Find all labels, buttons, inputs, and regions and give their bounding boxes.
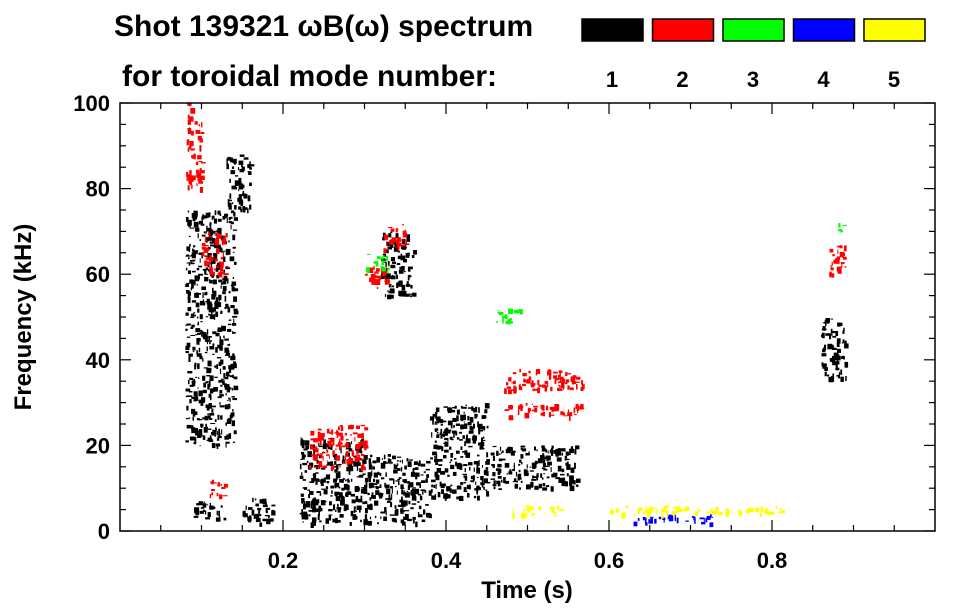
legend-label-5: 5 [888, 67, 900, 92]
mode-2-region-9 [829, 245, 847, 278]
mode-1-region-3 [193, 501, 227, 522]
mode-2-region-2 [201, 231, 229, 278]
y-tick-label: 100 [73, 91, 110, 116]
y-tick-label: 60 [86, 262, 110, 287]
mode-1-region-2 [226, 154, 255, 214]
mode-2-region-4 [309, 424, 369, 472]
mode-5-region-1 [512, 505, 564, 519]
mode-2-region-1 [186, 103, 206, 193]
chart-title: Shot 139321 ωB(ω) spectrum [114, 10, 533, 43]
x-axis-label: Time (s) [481, 577, 573, 604]
mode-legend: 1 2 3 4 5 [581, 18, 926, 92]
mode-1-region-10 [821, 318, 849, 383]
y-tick-label: 40 [86, 348, 110, 373]
mode-1-region-8 [487, 445, 581, 492]
mode-2-region-8 [504, 402, 585, 421]
legend-label-4: 4 [817, 67, 830, 92]
axes: 0.2 0.4 0.6 0.8 0 20 40 60 80 100 [73, 91, 935, 573]
mode-2-region-3 [209, 479, 228, 500]
y-axis-label: Frequency (kHz) [10, 224, 37, 411]
mode-2-region-5 [383, 224, 408, 254]
x-tick-label: 0.6 [594, 548, 625, 573]
mode-3-region-2 [496, 308, 523, 325]
mode-3-region-1 [366, 253, 390, 274]
mode-1-region-4 [242, 497, 276, 527]
chart-subtitle: for toroidal mode number: [122, 60, 497, 93]
legend-swatch-1 [581, 18, 644, 42]
legend-swatch-4 [792, 18, 856, 42]
legend-swatch-5 [863, 18, 926, 42]
y-tick-label: 80 [86, 177, 110, 202]
mode-1-region-6 [364, 454, 432, 528]
legend-label-2: 2 [676, 67, 688, 92]
mode-5-region-2 [609, 505, 785, 520]
x-tick-label: 0.8 [757, 548, 788, 573]
legend-swatch-2 [651, 18, 715, 42]
mode-4-region-1 [633, 514, 714, 528]
mode-1-region-7 [429, 403, 490, 501]
legend-label-1: 1 [606, 67, 618, 92]
mode-2-region-7 [504, 369, 585, 395]
y-tick-label: 0 [98, 519, 110, 544]
spectrum-data [185, 103, 849, 528]
y-tick-label: 20 [86, 433, 110, 458]
mode-3-region-3 [838, 223, 847, 233]
x-tick-label: 0.4 [431, 548, 462, 573]
legend-label-3: 3 [747, 67, 759, 92]
x-tick-label: 0.2 [268, 548, 299, 573]
mode-1-region-1 [185, 210, 239, 449]
legend-swatch-3 [722, 18, 785, 42]
